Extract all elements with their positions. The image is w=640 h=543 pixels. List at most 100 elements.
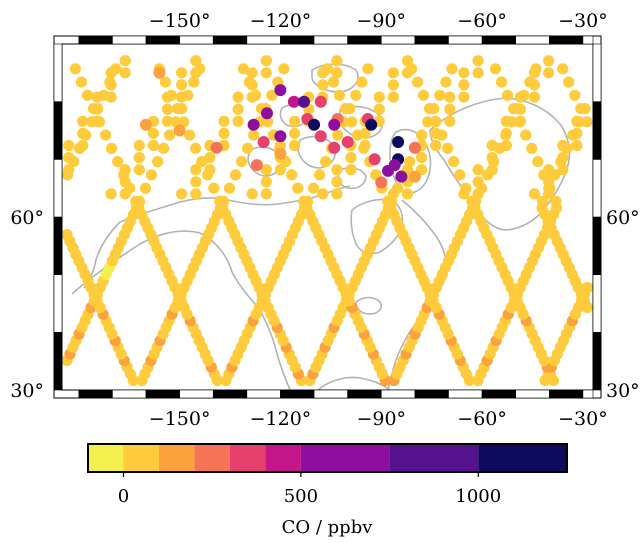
observation-point (112, 156, 124, 168)
x-tick-label-bottom: −90° (356, 408, 406, 430)
observation-point (458, 188, 470, 200)
observation-point (260, 188, 272, 200)
observation-point-high (274, 147, 287, 160)
observation-point (176, 67, 188, 79)
observation-point (105, 79, 117, 91)
observation-point-high (250, 159, 263, 172)
observation-point (543, 164, 555, 176)
observation-point (147, 127, 159, 139)
observation-point (571, 115, 583, 127)
observation-point (105, 188, 117, 200)
observation-point (161, 115, 174, 127)
observation-point-high (395, 170, 408, 183)
observation-point (317, 67, 329, 79)
frame-segment-top (280, 35, 315, 45)
observation-point (190, 164, 202, 176)
observation-point (442, 142, 454, 154)
frame-segment-top (145, 35, 180, 45)
frame-segment-left (53, 274, 63, 333)
x-tick-label-top: −90° (356, 10, 406, 32)
colorbar-bin (229, 444, 266, 472)
observation-point (204, 152, 216, 164)
observation-point (262, 116, 274, 128)
observation-point (190, 142, 202, 154)
observation-point (331, 164, 343, 176)
observation-point (145, 169, 158, 181)
observation-point (458, 79, 470, 91)
observation-point (91, 103, 103, 115)
observation-point (77, 115, 89, 127)
frame-segment-bottom (582, 389, 594, 399)
frame-segment-top (380, 35, 416, 45)
map-area (61, 44, 594, 391)
observation-point (532, 156, 544, 168)
observation-point (520, 129, 532, 141)
observation-point (208, 182, 220, 194)
observation-point (106, 142, 118, 154)
observation-point-high (375, 176, 388, 189)
observation-point (472, 188, 484, 200)
observation-point (340, 103, 352, 115)
observation-point (246, 79, 258, 91)
observation-point (581, 282, 594, 294)
observation-point (537, 195, 549, 207)
observation-point (486, 152, 498, 164)
observation-point (444, 115, 456, 127)
observation-point (444, 91, 456, 103)
observation-point (63, 152, 75, 164)
observation-point (119, 67, 131, 79)
observation-point (77, 139, 89, 152)
observation-point (416, 129, 428, 141)
observation-point (514, 91, 527, 103)
observation-point (91, 115, 103, 127)
observation-point (260, 55, 272, 67)
observation-point (543, 67, 555, 79)
observation-point-high (140, 118, 152, 131)
observation-point (223, 182, 236, 194)
observation-point (416, 152, 428, 164)
observation-point (581, 116, 593, 128)
observation-point-high (257, 136, 270, 148)
observation-point (232, 103, 244, 115)
observation-point (500, 127, 512, 139)
observation-point (430, 115, 442, 127)
observation-point (387, 79, 399, 91)
observation-point (345, 152, 357, 164)
x-tick-label-top: −150° (149, 10, 211, 32)
colorbar-bin (265, 444, 301, 472)
observation-point (563, 76, 575, 88)
frame-segment-top (246, 35, 281, 45)
observation-point (236, 156, 248, 168)
observation-point (289, 115, 301, 127)
observation-points (61, 55, 594, 387)
observation-point (446, 63, 458, 75)
observation-point (359, 139, 371, 152)
frame-segment-bottom (280, 389, 315, 399)
observation-point (495, 76, 508, 88)
observation-point-high (328, 141, 341, 154)
observation-point (332, 129, 344, 141)
observation-point (458, 67, 470, 79)
frame-segment-left (53, 332, 63, 391)
observation-point (161, 91, 174, 103)
observation-point (350, 89, 362, 101)
observation-point (543, 188, 555, 200)
observation-point-high (314, 95, 327, 108)
coastline-great-lakes (355, 296, 383, 315)
colorbar: 0 500 1000 (87, 443, 568, 507)
observation-point (543, 55, 555, 67)
observation-point (557, 139, 569, 152)
observation-point (119, 55, 131, 67)
observation-point (430, 139, 442, 152)
frame-segment-left (53, 216, 63, 275)
frame-segment-top (212, 35, 248, 45)
observation-point (176, 188, 188, 200)
observation-point (434, 89, 446, 101)
x-tick-label-bottom: −30° (558, 408, 608, 430)
x-tick-label-top: −30° (558, 10, 608, 32)
observation-point (158, 142, 170, 154)
observation-point-high (210, 141, 223, 154)
frame-segment-bottom (414, 389, 449, 399)
observation-point (77, 127, 89, 139)
